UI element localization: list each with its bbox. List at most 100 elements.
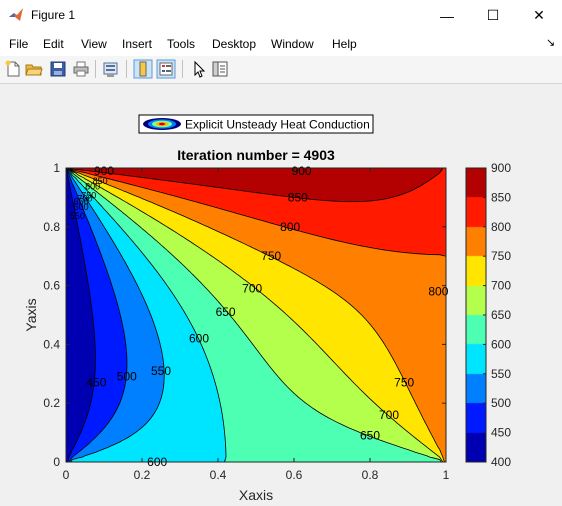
legend-contour-swatch-icon: [143, 118, 181, 130]
y-tick-label: 0.2: [43, 396, 60, 410]
x-tick-label: 0.2: [134, 468, 151, 482]
menu-help[interactable]: Help: [332, 37, 357, 51]
maximize-icon: ☐: [486, 7, 500, 23]
contour-labels: 900 9008508007507006506005505004508007507…: [70, 164, 449, 469]
maximize-button[interactable]: ☐: [470, 0, 516, 31]
pointer-icon[interactable]: [189, 59, 209, 79]
contour-label: 700: [77, 193, 92, 203]
chart-title: Iteration number = 4903: [177, 147, 335, 163]
contour-label: 850: [93, 176, 108, 186]
figure-canvas[interactable]: Explicit Unsteady Heat Conduction Iterat…: [0, 84, 562, 506]
contour-label: 900: [292, 164, 312, 178]
contour-label: 750: [81, 190, 96, 200]
colorbar-tick-label: 700: [491, 279, 511, 293]
contour-label: 650: [360, 429, 380, 443]
save-icon[interactable]: [48, 59, 68, 79]
contour-label: 800: [85, 182, 100, 192]
contour-lines: [66, 168, 446, 462]
colorbar-tick-label: 750: [491, 249, 511, 263]
contour-line-700: [69, 168, 444, 462]
matlab-logo-icon: [9, 8, 23, 21]
contour-label: 850: [288, 190, 308, 204]
legend-toggle-icon[interactable]: [156, 59, 176, 79]
colorbar: [466, 168, 486, 462]
menu-edit[interactable]: Edit: [43, 37, 64, 51]
toolbar-separator: [182, 60, 183, 78]
menu-insert[interactable]: Insert: [122, 37, 153, 51]
contour-line-750: [70, 168, 445, 462]
contour-label: 700: [242, 282, 262, 296]
x-tick-label: 0.4: [210, 468, 227, 482]
close-icon: ✕: [533, 7, 545, 23]
menu-tools[interactable]: Tools: [167, 37, 196, 51]
open-file-icon[interactable]: [24, 59, 44, 79]
colorbar-tick-label: 900: [491, 161, 511, 175]
menu-view[interactable]: View: [81, 37, 107, 51]
menu-file[interactable]: File: [9, 37, 29, 51]
contour-line-450: [66, 168, 96, 462]
contour-line-650: [68, 168, 442, 462]
contour-line-600: [68, 168, 227, 462]
contour-label: 700: [379, 408, 399, 422]
dock-arrow-icon[interactable]: ↘: [546, 37, 556, 49]
contour-label: 600: [74, 202, 89, 212]
axes-box: [65, 167, 447, 463]
contour-fill: [66, 168, 446, 462]
contour-label: 900: [94, 164, 114, 178]
figure-toolbar: [0, 56, 562, 84]
colorbar-tick-label: 550: [491, 367, 511, 381]
toolbar-separator: [95, 60, 96, 78]
print-icon[interactable]: [71, 59, 91, 79]
new-figure-icon[interactable]: [3, 59, 23, 79]
toolbar-separator: [126, 60, 127, 78]
y-tick-label: 1: [53, 161, 60, 175]
y-tick-label: 0.4: [43, 337, 60, 351]
contour-line-550: [67, 168, 165, 462]
plot-svg[interactable]: Explicit Unsteady Heat Conduction Iterat…: [0, 84, 562, 506]
contour-label: 650: [216, 305, 236, 319]
menu-desktop[interactable]: Desktop: [212, 37, 257, 51]
minimize-button[interactable]: —: [424, 0, 470, 31]
y-tick-label: 0.6: [43, 279, 60, 293]
colorbar-tick-label: 650: [491, 308, 511, 322]
y-tick-label: 0: [53, 455, 60, 469]
contour-label: 600: [189, 332, 209, 346]
colorbar-tick-label: 400: [491, 455, 511, 469]
menu-window[interactable]: Window: [271, 37, 314, 51]
menu-bar: File Edit View Insert Tools Desktop Wind…: [0, 31, 562, 56]
y-tick-label: 0.8: [43, 220, 60, 234]
contour-label: 550: [151, 364, 171, 378]
contour-label: 550: [70, 211, 85, 221]
x-tick-label: 0: [63, 468, 70, 482]
print-preview-icon[interactable]: [101, 59, 121, 79]
window-title: Figure 1: [31, 8, 76, 22]
property-inspector-icon[interactable]: [210, 59, 230, 79]
legend-label: Explicit Unsteady Heat Conduction: [185, 118, 370, 132]
colorbar-tick-label: 500: [491, 396, 511, 410]
contour-label: 500: [117, 370, 137, 384]
contour-label: 800: [428, 284, 448, 298]
y-axis-label: Yaxis: [23, 298, 39, 331]
close-button[interactable]: ✕: [516, 0, 562, 31]
colorbar-tick-label: 850: [491, 190, 511, 204]
axis-ticks: 0 0.2 0.4 0.6 0.8 1 0 0.2 0.4 0.6 0.8 1: [43, 161, 449, 482]
x-axis-label: Xaxis: [239, 487, 273, 503]
contour-label: 650: [74, 196, 89, 206]
minimize-icon: —: [440, 7, 454, 24]
contour-label: 450: [86, 376, 106, 390]
legend[interactable]: Explicit Unsteady Heat Conduction: [138, 114, 374, 134]
contour-line-500: [66, 168, 128, 462]
x-tick-label: 1: [443, 468, 450, 482]
contour-line-850: [71, 168, 444, 203]
contour-line-800: [70, 168, 446, 462]
colorbar-toggle-icon[interactable]: [133, 59, 153, 79]
contour-label: 800: [280, 220, 300, 234]
colorbar-tick-label: 600: [491, 337, 511, 351]
colorbar-tick-label: 800: [491, 220, 511, 234]
title-bar: Figure 1 — ☐ ✕: [0, 0, 562, 31]
colorbar-ticks: 400 450 500 550 600 650 700 750 800 850 900: [483, 161, 511, 469]
x-tick-label: 0.8: [362, 468, 379, 482]
contour-label: 750: [394, 376, 414, 390]
contour-label: 750: [261, 249, 281, 263]
colorbar-tick-label: 450: [491, 426, 511, 440]
